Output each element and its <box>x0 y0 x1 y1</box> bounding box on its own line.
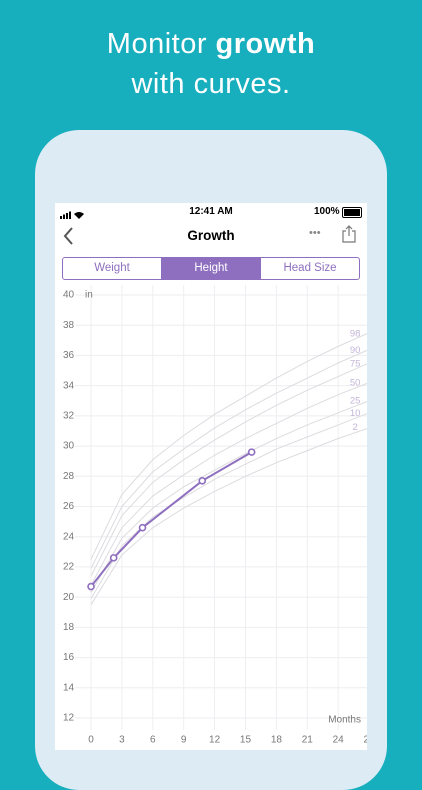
data-point <box>198 477 207 485</box>
tab[interactable]: Height <box>161 258 260 279</box>
percentile-label: 10 <box>350 408 361 419</box>
percentile-label: 75 <box>350 359 361 370</box>
share-button[interactable] <box>341 224 357 249</box>
status-time: 12:41 AM <box>189 206 233 217</box>
y-tick-label: 20 <box>63 592 75 603</box>
data-point <box>87 582 95 591</box>
headline-regular: Monitor <box>106 28 207 60</box>
battery-icon <box>342 207 362 218</box>
x-tick-label: 3 <box>119 735 125 746</box>
percentile-label: 2 <box>353 422 358 433</box>
y-tick-label: 14 <box>63 682 75 693</box>
app-screen: 12:41 AM 100% Growth ••• Weight Height Hea… <box>55 203 367 750</box>
y-tick-label: 12 <box>63 713 75 724</box>
y-tick-label: 38 <box>63 320 75 331</box>
page: Monitor growth with curves. 12:41 AM 100… <box>0 28 422 790</box>
percentile-label: 50 <box>350 378 361 389</box>
x-tick-label: 12 <box>209 735 221 746</box>
x-tick-label: 24 <box>333 735 345 746</box>
percentile-label: 98 <box>350 328 361 339</box>
data-point <box>138 523 147 532</box>
segmented-control: Weight Height Head Size <box>62 257 360 280</box>
nav-title: Growth <box>187 228 235 243</box>
x-tick-label: 27 <box>363 735 367 746</box>
headline-bold: growth <box>215 28 316 60</box>
percentile-curve <box>90 401 367 593</box>
percentile-curve <box>90 333 367 560</box>
percentile-curve <box>90 349 367 569</box>
x-tick-label: 18 <box>271 735 283 746</box>
y-tick-label: 40 <box>63 290 75 301</box>
x-tick-label: 21 <box>302 735 314 746</box>
headline-2: with curves. <box>131 68 291 100</box>
y-tick-label: 22 <box>63 562 75 573</box>
tab[interactable]: Head Size <box>260 258 359 279</box>
status-battery: 100% <box>314 206 340 217</box>
x-tick-label: 0 <box>88 735 94 746</box>
more-button[interactable]: ••• <box>309 227 321 239</box>
y-tick-label: 18 <box>63 622 75 633</box>
percentile-label: 25 <box>350 396 361 407</box>
headline-1: Monitor growth <box>0 28 422 61</box>
data-point <box>247 448 256 456</box>
y-unit: in <box>85 290 93 301</box>
y-tick-label: 28 <box>63 471 75 482</box>
y-tick-label: 24 <box>63 531 75 542</box>
y-tick-label: 34 <box>63 380 75 391</box>
x-tick-label: 9 <box>181 735 187 746</box>
y-tick-label: 16 <box>63 652 75 663</box>
tab[interactable]: Weight <box>94 262 130 274</box>
percentile-curve <box>90 382 367 586</box>
y-tick-label: 30 <box>63 441 75 452</box>
y-tick-label: 36 <box>63 350 75 361</box>
percentile-label: 90 <box>350 345 361 356</box>
y-tick-label: 26 <box>63 501 75 512</box>
percentile-curve <box>90 428 367 605</box>
x-tick-label: 15 <box>240 735 252 746</box>
data-point <box>109 554 118 562</box>
percentile-curve <box>90 363 367 577</box>
back-button[interactable] <box>62 226 76 251</box>
x-tick-label: 6 <box>150 735 156 746</box>
y-tick-label: 32 <box>63 410 75 421</box>
x-axis-label: Months <box>328 715 361 726</box>
signal-icon <box>60 207 88 225</box>
percentile-curve <box>90 413 367 599</box>
